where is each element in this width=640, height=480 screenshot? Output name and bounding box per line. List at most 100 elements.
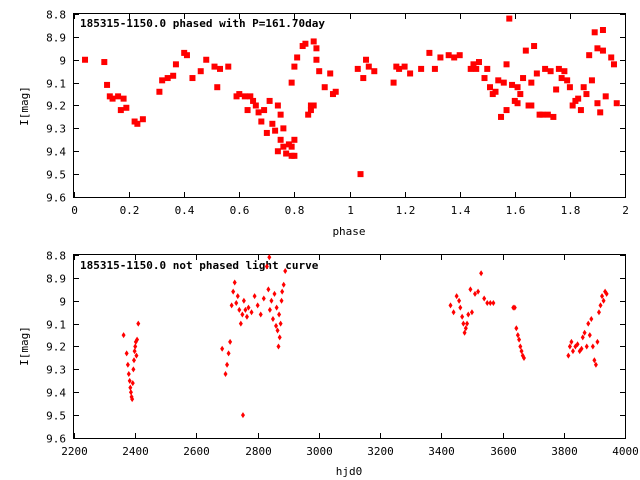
x-tick-label: 4000	[612, 445, 639, 458]
y-axis-title: I[mag]	[18, 326, 31, 366]
data-point	[274, 102, 281, 109]
data-point	[217, 65, 224, 72]
data-point	[261, 107, 268, 114]
data-point	[240, 311, 245, 318]
data-point	[569, 338, 574, 345]
data-point	[365, 63, 372, 70]
data-point	[228, 338, 233, 345]
data-point	[519, 348, 524, 355]
data-point	[302, 40, 309, 47]
data-point	[276, 343, 281, 350]
data-point	[252, 102, 259, 109]
data-point	[528, 79, 535, 86]
data-point	[258, 311, 263, 318]
x-tick-label: 0.8	[285, 204, 305, 217]
x-tick-label: 2400	[122, 445, 149, 458]
data-point	[580, 84, 587, 91]
data-point	[280, 125, 287, 132]
data-point	[244, 107, 251, 114]
data-point	[407, 70, 414, 77]
data-point	[117, 107, 124, 114]
data-point	[238, 320, 243, 327]
y-tick-label: 8.8	[46, 9, 66, 22]
data-point	[487, 84, 494, 91]
data-point	[488, 300, 493, 307]
data-point	[491, 300, 496, 307]
data-point	[567, 343, 572, 350]
data-point	[390, 79, 397, 86]
data-point	[485, 300, 490, 307]
data-point	[590, 343, 595, 350]
data-point	[288, 79, 295, 86]
data-point	[225, 361, 230, 368]
x-axis: 0 0.2 0.4 0.6 0.8 1 1.2 1.4 1.6 1.8 2	[71, 14, 629, 217]
data-point	[454, 293, 459, 300]
data-point	[172, 61, 179, 68]
data-point	[461, 320, 466, 327]
y-axis-title: I[mag]	[18, 86, 31, 126]
data-point	[601, 297, 606, 304]
data-point	[599, 47, 606, 54]
data-point	[125, 361, 130, 368]
data-point	[236, 91, 243, 98]
data-point	[135, 336, 140, 343]
data-point	[588, 77, 595, 84]
data-point	[229, 302, 234, 309]
data-point	[558, 75, 565, 82]
data-point	[457, 297, 462, 304]
data-point	[291, 136, 298, 143]
x-tick-label: 3400	[428, 445, 455, 458]
data-point	[131, 366, 136, 373]
data-point	[291, 152, 298, 159]
data-point	[518, 343, 523, 350]
data-point	[495, 77, 502, 84]
data-point	[363, 56, 370, 63]
data-point	[240, 412, 245, 419]
data-point	[431, 65, 438, 72]
data-point	[280, 143, 287, 150]
y-tick-label: 9.2	[46, 100, 66, 113]
data-point	[515, 332, 520, 339]
unphased-light-curve-chart: 185315-1150.0 not phased light curve hjd…	[18, 250, 639, 479]
data-point	[249, 309, 254, 316]
data-point	[258, 118, 265, 125]
data-point	[481, 75, 488, 82]
data-point	[533, 70, 540, 77]
x-axis-title: hjd0	[336, 465, 363, 478]
x-tick-label: 3600	[490, 445, 517, 458]
data-point	[561, 68, 568, 75]
data-point	[479, 270, 484, 277]
data-point	[237, 306, 242, 313]
x-tick-label: 0.4	[175, 204, 195, 217]
data-point	[586, 320, 591, 327]
data-point	[274, 304, 279, 311]
data-point	[418, 65, 425, 72]
data-point	[458, 304, 463, 311]
data-point	[475, 59, 482, 66]
data-point	[528, 102, 535, 109]
data-point	[469, 309, 474, 316]
data-point	[599, 27, 606, 34]
data-point	[246, 304, 251, 311]
data-point	[130, 396, 135, 403]
data-point	[123, 104, 130, 111]
x-tick-label: 1.8	[561, 204, 581, 217]
data-point	[203, 56, 210, 63]
data-point	[277, 334, 282, 341]
x-tick-label: 1.6	[506, 204, 526, 217]
data-point	[255, 109, 262, 116]
data-point	[539, 111, 546, 118]
data-point	[220, 345, 225, 352]
data-point	[396, 65, 403, 72]
data-point	[244, 313, 249, 320]
data-point	[463, 325, 468, 332]
data-point	[555, 65, 562, 72]
data-point	[134, 352, 139, 359]
data-point	[266, 286, 271, 293]
data-point	[264, 263, 269, 270]
data-point	[277, 136, 284, 143]
x-tick-label: 2	[622, 204, 629, 217]
x-tick-label: 1.4	[451, 204, 471, 217]
data-point	[512, 304, 517, 311]
data-point	[575, 95, 582, 102]
